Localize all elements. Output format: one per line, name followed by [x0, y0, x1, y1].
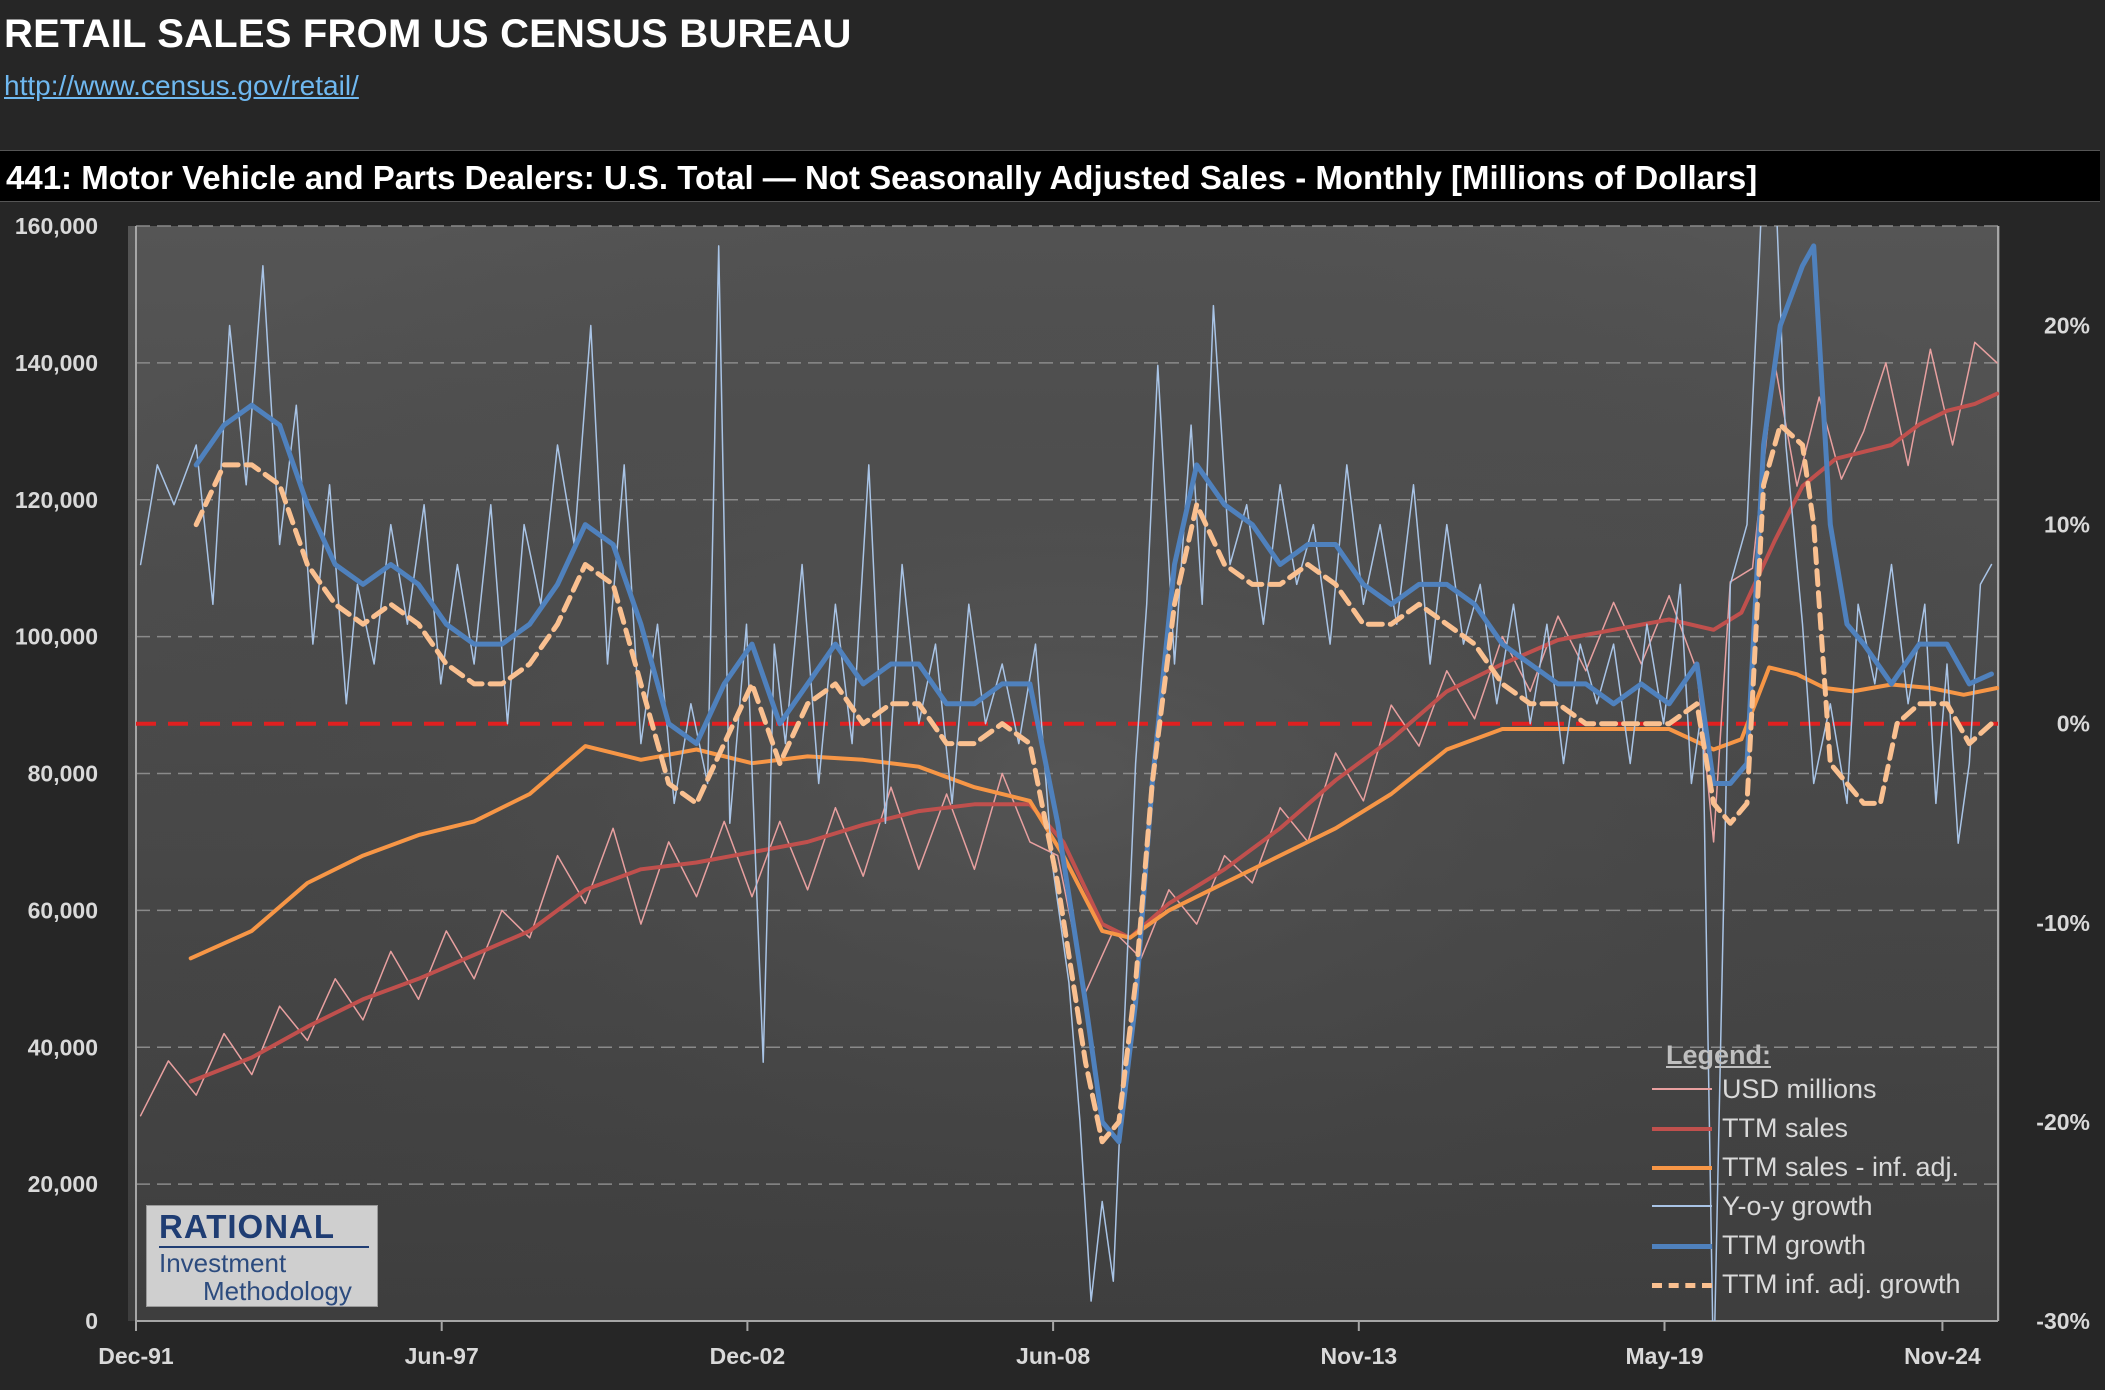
legend-label: TTM sales: [1722, 1113, 1849, 1143]
legend-item: Y-o-y growth: [1650, 1188, 2010, 1227]
rational-logo: RATIONAL Investment Methodology: [146, 1205, 378, 1307]
x-tick-label: Nov-13: [1320, 1343, 1397, 1369]
census-link[interactable]: http://www.census.gov/retail/: [4, 70, 359, 101]
series-ttm-growth: [193, 243, 1994, 1145]
y-left-tick-label: 0: [85, 1308, 98, 1334]
chart-title-banner: 441: Motor Vehicle and Parts Dealers: U.…: [0, 150, 2100, 202]
y-left-tick-label: 80,000: [28, 761, 98, 787]
series-layer: [136, 226, 2000, 1321]
legend-swatch: [1652, 1283, 1712, 1288]
y-right-tick-label: -30%: [2036, 1308, 2090, 1334]
series-ttm-sales-inf-adj: [188, 665, 2000, 961]
x-tick-label: Dec-91: [98, 1343, 174, 1369]
legend-label: TTM sales - inf. adj.: [1722, 1152, 1960, 1182]
legend-swatch: [1652, 1127, 1712, 1131]
series-y-o-y-growth: [139, 226, 1993, 1321]
x-tick-label: Dec-02: [710, 1343, 785, 1369]
legend-swatch: [1652, 1166, 1712, 1170]
y-right-tick-label: -20%: [2036, 1109, 2090, 1135]
logo-line3: Methodology: [203, 1276, 352, 1306]
y-right-tick-label: -10%: [2036, 910, 2090, 936]
chart-title: 441: Motor Vehicle and Parts Dealers: U.…: [6, 159, 1758, 196]
y-right-tick-label: 0%: [2057, 711, 2090, 737]
legend-item: USD millions: [1650, 1071, 2010, 1110]
gridlines: [136, 225, 1998, 1185]
y-left-tick-label: 140,000: [15, 350, 98, 376]
logo-line1: RATIONAL: [159, 1208, 336, 1245]
series-ttm-inf-adj-growth: [193, 422, 1994, 1145]
legend-swatch: [1652, 1244, 1712, 1249]
y-left-tick-label: 160,000: [15, 213, 98, 239]
axes: 0 20,000 40,000 60,000 80,000 100,000 120,000 1…: [15, 213, 2090, 1369]
legend-label: TTM inf. adj. growth: [1722, 1269, 1961, 1299]
legend-item: TTM growth: [1650, 1227, 2010, 1266]
legend-item: TTM sales: [1650, 1110, 2010, 1149]
legend-swatch: [1652, 1205, 1712, 1207]
y-left-tick-label: 40,000: [28, 1034, 98, 1060]
x-tick-label: Jun-97: [405, 1343, 479, 1369]
legend-item: TTM inf. adj. growth: [1650, 1266, 2010, 1305]
y-left-tick-label: 120,000: [15, 487, 98, 513]
series-ttm-sales: [188, 391, 2000, 1084]
y-left-tick-label: 100,000: [15, 624, 98, 650]
y-right-tick-label: 20%: [2044, 313, 2090, 339]
y-left-tick-label: 20,000: [28, 1171, 98, 1197]
x-tick-label: Nov-24: [1904, 1343, 1981, 1369]
legend-label: Y-o-y growth: [1722, 1191, 1873, 1221]
page-title: RETAIL SALES FROM US CENSUS BUREAU: [4, 12, 852, 56]
legend-swatch: [1652, 1088, 1712, 1090]
legend-item: TTM sales - inf. adj.: [1650, 1149, 2010, 1188]
legend-label: TTM growth: [1722, 1230, 1867, 1260]
legend: Legend: USD millions TTM sales TTM sales -…: [1650, 1040, 2010, 1305]
x-tick-label: May-19: [1626, 1343, 1704, 1369]
legend-title: Legend:: [1666, 1040, 1771, 1070]
y-left-tick-label: 60,000: [28, 897, 98, 923]
legend-label: USD millions: [1722, 1074, 1877, 1104]
y-right-tick-label: 10%: [2044, 512, 2090, 538]
logo-line2: Investment: [159, 1248, 287, 1278]
x-tick-label: Jun-08: [1016, 1343, 1090, 1369]
